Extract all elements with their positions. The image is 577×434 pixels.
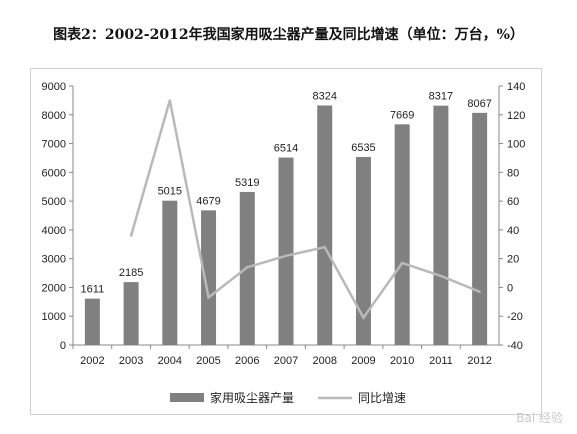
x-tick-label: 2011 [429, 355, 453, 367]
bar-data-label: 8067 [467, 98, 491, 110]
right-tick-label: 20 [507, 254, 519, 266]
growth-rate-point [362, 316, 365, 319]
bar-data-label: 8317 [429, 91, 453, 103]
growth-rate-point [400, 261, 404, 265]
left-tick-label: 2000 [42, 282, 66, 294]
right-tick-label: 140 [507, 81, 525, 93]
bar [433, 105, 449, 346]
x-tick-label: 2003 [119, 355, 143, 367]
bar [472, 112, 488, 345]
left-tick-label: 1000 [42, 311, 66, 323]
right-tick-label: -40 [507, 340, 523, 352]
bar [162, 200, 178, 345]
bar [201, 210, 217, 345]
bar [317, 105, 333, 345]
x-tick-label: 2005 [196, 355, 220, 367]
growth-rate-point [246, 266, 249, 269]
left-tick-label: 8000 [42, 110, 66, 122]
bar [355, 156, 371, 345]
left-tick-label: 7000 [42, 139, 66, 151]
bar-data-label: 6514 [274, 143, 298, 155]
chart-title: 图表2：2002-2012年我国家用吸尘器产量及同比增速（单位：万台，%） [53, 27, 524, 43]
bar [123, 282, 139, 345]
x-tick-label: 2006 [235, 355, 259, 367]
bar [394, 124, 410, 345]
x-tick-label: 2012 [467, 355, 491, 367]
bar-data-label: 7669 [390, 109, 414, 121]
right-tick-label: 120 [507, 110, 525, 122]
bar-data-label: 6535 [351, 142, 375, 154]
chart-frame [30, 68, 542, 415]
bar [84, 298, 100, 345]
right-tick-label: -20 [507, 311, 523, 323]
right-tick-label: 40 [507, 225, 519, 237]
right-tick-label: 60 [507, 196, 519, 208]
bar [278, 157, 294, 345]
legend-bar-label: 家用吸尘器产量 [210, 390, 294, 405]
bar-data-label: 8324 [312, 90, 336, 102]
left-tick-label: 0 [60, 340, 66, 352]
bar-data-label: 2185 [119, 267, 143, 279]
growth-rate-point [129, 234, 133, 237]
left-tick-label: 9000 [42, 81, 66, 93]
growth-rate-point [478, 290, 481, 293]
right-tick-label: 80 [507, 167, 519, 179]
right-tick-label: 0 [507, 282, 513, 294]
left-tick-label: 6000 [42, 167, 66, 179]
growth-rate-line [129, 100, 481, 321]
legend-bar-swatch [170, 393, 204, 402]
x-tick-label: 2002 [80, 355, 104, 367]
x-tick-label: 2008 [312, 355, 336, 367]
legend-line-label: 同比增速 [358, 391, 406, 405]
bar-data-label: 5319 [235, 177, 259, 189]
x-tick-label: 2004 [158, 355, 182, 367]
left-tick-label: 3000 [42, 254, 66, 266]
watermark: Bai 经验 [516, 411, 563, 425]
x-tick-label: 2007 [274, 355, 298, 367]
left-tick-label: 5000 [42, 196, 66, 208]
growth-rate-point [207, 296, 210, 299]
bar-data-label: 1611 [81, 284, 105, 296]
x-tick-label: 2009 [351, 355, 375, 367]
left-tick-label: 4000 [42, 225, 66, 237]
x-tick-label: 2010 [390, 355, 414, 367]
growth-rate-point [168, 99, 172, 102]
right-tick-label: 100 [507, 139, 525, 151]
growth-rate-point [323, 245, 326, 249]
bar-data-label: 4679 [196, 195, 220, 207]
growth-rate-point [284, 254, 288, 257]
bar-data-label: 5015 [158, 186, 182, 198]
growth-rate-point [439, 274, 443, 278]
